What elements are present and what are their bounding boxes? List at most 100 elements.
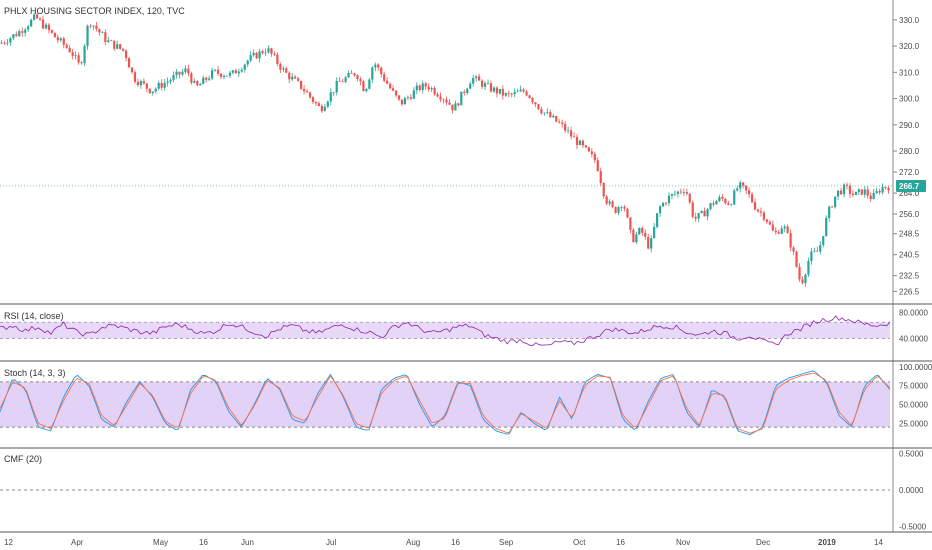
y-tick-label: 226.5 <box>899 287 920 296</box>
candle-body <box>851 193 855 195</box>
candle-body <box>208 78 211 80</box>
candle-body <box>762 212 766 220</box>
candle-body <box>572 136 576 138</box>
last-price-label: 266.7 <box>899 182 920 191</box>
candle-body <box>21 31 24 33</box>
candle-body <box>552 115 555 118</box>
candle-body <box>377 64 380 68</box>
candle-body <box>92 25 95 27</box>
candle-body <box>828 206 831 218</box>
candle-body <box>154 88 157 92</box>
candle-body <box>593 154 596 161</box>
candle-body <box>546 112 549 113</box>
cmf-y-tick-label: 0.0000 <box>899 486 924 495</box>
stoch-panel: 25.0000 50.0000 75.0000 100.0000 <box>0 363 932 436</box>
candle-body <box>611 201 614 208</box>
candle-body <box>679 191 682 193</box>
candle-body <box>270 48 273 54</box>
x-tick-label: Apr <box>71 538 84 547</box>
candle-body <box>813 250 816 252</box>
rsi-y-tick-label: 80.0000 <box>899 309 928 318</box>
candle-body <box>599 171 602 184</box>
candle-body <box>47 24 51 31</box>
candle-body <box>418 85 421 90</box>
candle-body <box>279 63 282 70</box>
candle-body <box>98 28 101 33</box>
candle-body <box>739 182 742 189</box>
candle-body <box>169 80 172 82</box>
candle-body <box>745 185 748 191</box>
main-chart-title: PHLX HOUSING SECTOR INDEX, 120, TVC <box>4 6 185 16</box>
candle-body <box>653 226 656 238</box>
candle-body <box>101 32 104 34</box>
candle-body <box>845 184 849 186</box>
candle-body <box>225 75 229 77</box>
candle-body <box>454 103 457 111</box>
candle-body <box>362 81 365 92</box>
candle-body <box>193 80 196 83</box>
candle-body <box>252 52 255 56</box>
candle-body <box>136 81 140 86</box>
candle-body <box>664 202 668 204</box>
candle-body <box>804 274 807 284</box>
candle-body <box>759 211 763 213</box>
candle-body <box>24 29 27 33</box>
price-panel: 226.5 232.5 240.5 248.5 256.0 264.0 272.0 280.0… <box>0 12 926 296</box>
candle-body <box>534 102 537 105</box>
cmf-title: CMF (20) <box>4 454 42 464</box>
y-tick-label: 232.5 <box>899 272 920 281</box>
candle-body <box>216 69 220 74</box>
candle-body <box>9 38 12 43</box>
candle-body <box>228 72 232 76</box>
candle-body <box>561 122 564 124</box>
x-tick-label: Dec <box>756 538 770 547</box>
candle-body <box>243 64 246 70</box>
candle-body <box>74 55 77 57</box>
candle-body <box>673 193 677 195</box>
candle-body <box>145 83 148 89</box>
stoch-title: Stoch (14, 3, 3) <box>4 368 66 378</box>
candle-body <box>736 188 739 191</box>
candle-body <box>181 71 184 75</box>
candle-body <box>35 14 39 19</box>
candle-body <box>264 52 267 54</box>
candle-body <box>365 88 368 92</box>
candle-body <box>747 190 751 195</box>
candle-body <box>276 54 279 64</box>
candle-body <box>878 191 881 193</box>
candle-body <box>857 189 860 192</box>
candle-body <box>567 130 570 132</box>
candle-body <box>825 217 828 236</box>
y-tick-label: 330.0 <box>899 16 920 25</box>
candle-body <box>475 76 478 78</box>
candle-body <box>234 70 237 74</box>
candle-body <box>670 194 674 196</box>
candle-body <box>507 93 510 94</box>
candle-body <box>792 247 795 252</box>
candle-body <box>53 32 56 38</box>
candle-body <box>656 213 659 227</box>
candle-body <box>706 209 709 217</box>
candle-body <box>175 71 178 76</box>
candle-body <box>641 227 644 233</box>
candle-body <box>255 52 258 59</box>
candle-body <box>30 19 33 27</box>
candle-body <box>842 184 846 195</box>
candle-body <box>27 26 30 30</box>
candle-body <box>332 92 335 93</box>
candle-body <box>249 55 252 61</box>
rsi-y-tick-label: 40.0000 <box>899 335 928 344</box>
x-tick-label: Aug <box>406 538 420 547</box>
candle-body <box>326 101 329 107</box>
candle-body <box>219 73 223 77</box>
candle-body <box>540 109 543 114</box>
candle-body <box>142 81 145 84</box>
candle-body <box>240 69 243 72</box>
candle-body <box>875 191 878 194</box>
candle-body <box>3 42 6 44</box>
candle-body <box>110 40 113 42</box>
candle-body <box>356 75 359 80</box>
candle-body <box>383 74 386 81</box>
candle-body <box>317 103 321 106</box>
